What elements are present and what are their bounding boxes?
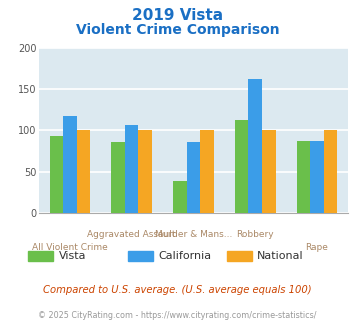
Bar	[200, 130, 214, 213]
Bar	[248, 79, 262, 213]
Text: California: California	[158, 251, 211, 261]
Bar	[138, 130, 152, 213]
Bar	[173, 181, 187, 213]
Bar	[63, 116, 77, 213]
Text: Compared to U.S. average. (U.S. average equals 100): Compared to U.S. average. (U.S. average …	[43, 285, 312, 295]
Text: Violent Crime Comparison: Violent Crime Comparison	[76, 23, 279, 37]
Bar	[262, 130, 275, 213]
Bar	[50, 136, 63, 213]
Text: Aggravated Assault: Aggravated Assault	[87, 230, 176, 239]
Bar	[125, 124, 138, 213]
Text: National: National	[257, 251, 304, 261]
Bar	[111, 142, 125, 213]
Bar	[235, 120, 248, 213]
Text: All Violent Crime: All Violent Crime	[32, 244, 108, 252]
Text: Robbery: Robbery	[236, 230, 274, 239]
Bar	[187, 142, 200, 213]
Text: Rape: Rape	[306, 244, 328, 252]
Bar	[324, 130, 337, 213]
Text: Vista: Vista	[59, 251, 86, 261]
Bar	[297, 141, 310, 213]
Text: 2019 Vista: 2019 Vista	[132, 8, 223, 23]
Bar	[310, 141, 324, 213]
Text: © 2025 CityRating.com - https://www.cityrating.com/crime-statistics/: © 2025 CityRating.com - https://www.city…	[38, 311, 317, 320]
Text: Murder & Mans...: Murder & Mans...	[155, 230, 232, 239]
Bar	[77, 130, 90, 213]
